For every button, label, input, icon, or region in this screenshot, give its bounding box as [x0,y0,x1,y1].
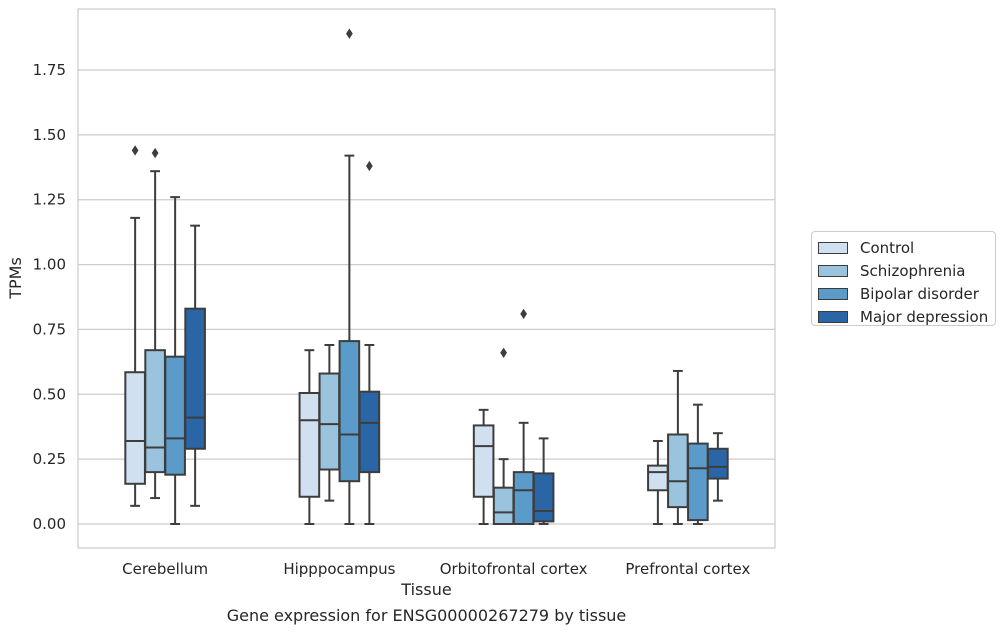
box-orbitofrontal-cortex-bipolar-disorder [512,308,535,526]
box-orbitofrontal-cortex-major-depression [532,437,555,525]
legend-swatch-major-depression [818,310,848,323]
x-tick-label-prefrontal-cortex: Prefrontal cortex [625,560,750,578]
y-tick-label: 1.75 [33,61,66,79]
x-tick-label-orbitofrontal-cortex: Orbitofrontal cortex [440,560,588,578]
y-tick-label: 1.50 [33,126,66,144]
box-prefrontal-cortex-schizophrenia [667,369,689,525]
box-iqr [512,471,535,526]
box-iqr [164,355,186,476]
box-prefrontal-cortex-bipolar-disorder [687,403,709,525]
box-hipppocampus-schizophrenia [318,343,341,502]
box-cerebellum-schizophrenia [144,147,166,500]
outlier-point [500,347,507,358]
legend-swatch-schizophrenia [818,264,848,277]
x-axis-label: Tissue [400,580,451,599]
y-tick-label: 0.75 [33,320,66,338]
figure-caption: Gene expression for ENSG00000267279 by t… [226,606,627,625]
box-iqr [687,442,709,522]
box-iqr [358,390,381,474]
legend-label-schizophrenia: Schizophrenia [860,261,966,280]
y-tick-label: 0.25 [33,450,66,468]
outlier-point [151,147,159,159]
box-cerebellum-major-depression [184,224,206,507]
box-prefrontal-cortex-control [647,439,669,525]
plot-frame [77,8,776,549]
box-iqr [124,371,146,485]
y-tick-label: 1.25 [33,191,66,209]
legend-item-control: Control [818,236,989,259]
box-hipppocampus-major-depression [358,160,381,525]
box-cerebellum-control [124,145,146,507]
box-cerebellum-bipolar-disorder [164,196,186,525]
legend-label-major-depression: Major depression [860,307,989,326]
box-iqr [298,391,321,498]
box-iqr [338,340,361,483]
x-tick-label-hipppocampus: Hipppocampus [283,560,395,578]
box-hipppocampus-control [298,349,321,525]
y-tick-label: 1.00 [33,256,66,274]
outlier-point [131,145,139,156]
legend-item-bipolar-disorder: Bipolar disorder [818,282,989,305]
box-iqr [532,472,555,523]
box-hipppocampus-bipolar-disorder [338,28,361,525]
legend-item-major-depression: Major depression [818,305,989,328]
legend: Control Schizophrenia Bipolar disorder M… [811,231,996,326]
legend-label-bipolar-disorder: Bipolar disorder [860,284,979,303]
box-iqr [472,424,495,498]
box-iqr [492,486,515,525]
box-prefrontal-cortex-major-depression [707,432,729,502]
box-iqr [144,349,166,474]
outlier-point [366,160,373,172]
boxes [124,28,729,526]
y-tick-label: 0.50 [33,385,66,403]
legend-label-control: Control [860,238,915,257]
box-iqr [184,307,206,450]
x-tick-label-cerebellum: Cerebellum [122,560,208,578]
outlier-point [346,28,353,39]
box-iqr [707,447,729,480]
legend-swatch-control [818,241,848,254]
outlier-point [520,308,527,320]
box-iqr [318,372,341,471]
y-tick-label: 0.00 [33,515,66,533]
box-orbitofrontal-cortex-schizophrenia [492,347,515,525]
y-tick-labels: 0.00 0.25 0.50 0.75 1.00 1.25 1.50 1.75 [33,61,66,533]
box-orbitofrontal-cortex-control [472,408,495,525]
box-iqr [667,433,689,509]
y-axis-label: TPMs [6,257,25,300]
legend-swatch-bipolar-disorder [818,287,848,300]
box-iqr [647,464,669,492]
x-tick-labels: Cerebellum Hipppocampus Orbitofrontal cort… [122,560,750,578]
legend-item-schizophrenia: Schizophrenia [818,259,989,282]
